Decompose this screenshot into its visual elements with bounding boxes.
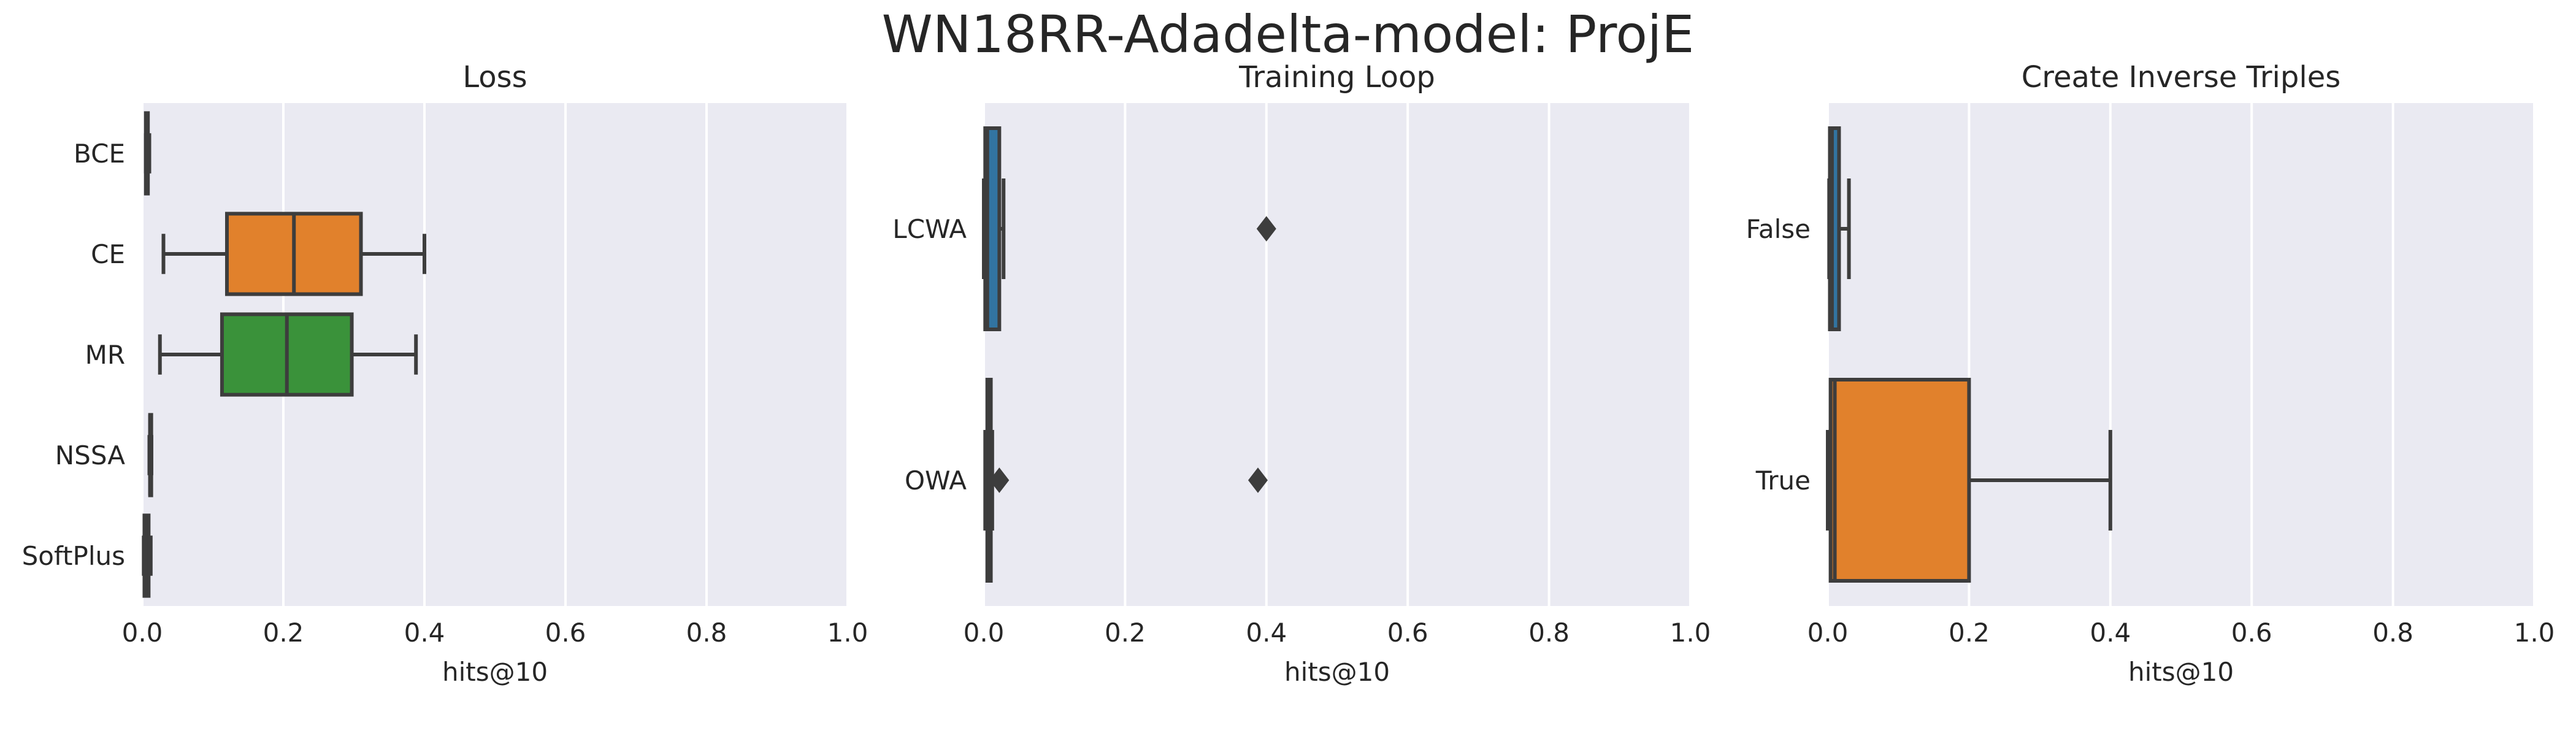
y-tick-label: OWA (905, 466, 967, 496)
x-tick-label: 0.0 (122, 618, 163, 648)
x-tick-label: 0.4 (1246, 618, 1287, 648)
x-tick-label: 1.0 (1670, 618, 1711, 648)
x-tick-label: 0.8 (1528, 618, 1570, 648)
panel-training-loop: 0.0 0.2 0.4 0.6 0.8 1.0 Training Loop hits@10 LC… (892, 60, 1711, 687)
figure-title: WN18RR-Adadelta-model: ProjE (881, 4, 1695, 64)
box-lcwa: LCWA (892, 126, 1276, 331)
x-tick-label: 0.2 (1949, 618, 1990, 648)
y-tick-label: CE (91, 239, 125, 269)
x-tick-label: 0.0 (1807, 618, 1849, 648)
box-bce: BCE (74, 111, 151, 196)
x-tick-label: 0.4 (404, 618, 445, 648)
subplot-title: Create Inverse Triples (2022, 60, 2340, 94)
x-tick-label: 0.2 (263, 618, 304, 648)
x-tick-label: 0.4 (2090, 618, 2131, 648)
y-tick-label: False (1746, 214, 1811, 244)
panel-loss: 0.0 0.2 0.4 0.6 0.8 1.0 Loss hits@10 BCE CE MR NSSA… (22, 60, 868, 687)
plot-area (984, 103, 1690, 606)
box-ce: CE (91, 212, 426, 296)
outlier-point (989, 467, 1010, 493)
panel-create-inverse-triples: 0.0 0.2 0.4 0.6 0.8 1.0 Create Inverse Triples… (1746, 60, 2555, 687)
subplot-title: Loss (462, 60, 527, 94)
x-tick-label: 1.0 (827, 618, 868, 648)
x-tick-label: 0.8 (2372, 618, 2413, 648)
box-nssa: NSSA (55, 413, 153, 497)
x-tick-label: 0.8 (686, 618, 727, 648)
x-axis-label: hits@10 (2128, 657, 2234, 687)
x-tick-label: 0.6 (1387, 618, 1428, 648)
outlier-point (1256, 216, 1276, 242)
box-owa: OWA (905, 378, 1268, 583)
y-tick-label: True (1755, 466, 1811, 496)
x-tick-label: 0.6 (545, 618, 586, 648)
x-tick-label: 0.0 (964, 618, 1005, 648)
x-axis-label: hits@10 (1284, 657, 1390, 687)
outlier-point (1248, 467, 1268, 493)
x-tick-label: 1.0 (2514, 618, 2555, 648)
box-softplus: SoftPlus (22, 513, 153, 598)
box-true: True (1755, 378, 2112, 583)
box-false: False (1746, 126, 1851, 331)
y-tick-label: LCWA (892, 214, 967, 244)
y-tick-label: BCE (74, 139, 125, 169)
y-tick-label: NSSA (55, 440, 126, 470)
y-tick-label: MR (85, 340, 125, 370)
y-tick-label: SoftPlus (22, 541, 125, 571)
box-body (1828, 378, 1971, 583)
subplot-title: Training Loop (1238, 60, 1435, 94)
x-tick-label: 0.2 (1105, 618, 1146, 648)
x-axis-label: hits@10 (442, 657, 548, 687)
x-tick-label: 0.6 (2231, 618, 2272, 648)
box-mr: MR (85, 312, 418, 397)
